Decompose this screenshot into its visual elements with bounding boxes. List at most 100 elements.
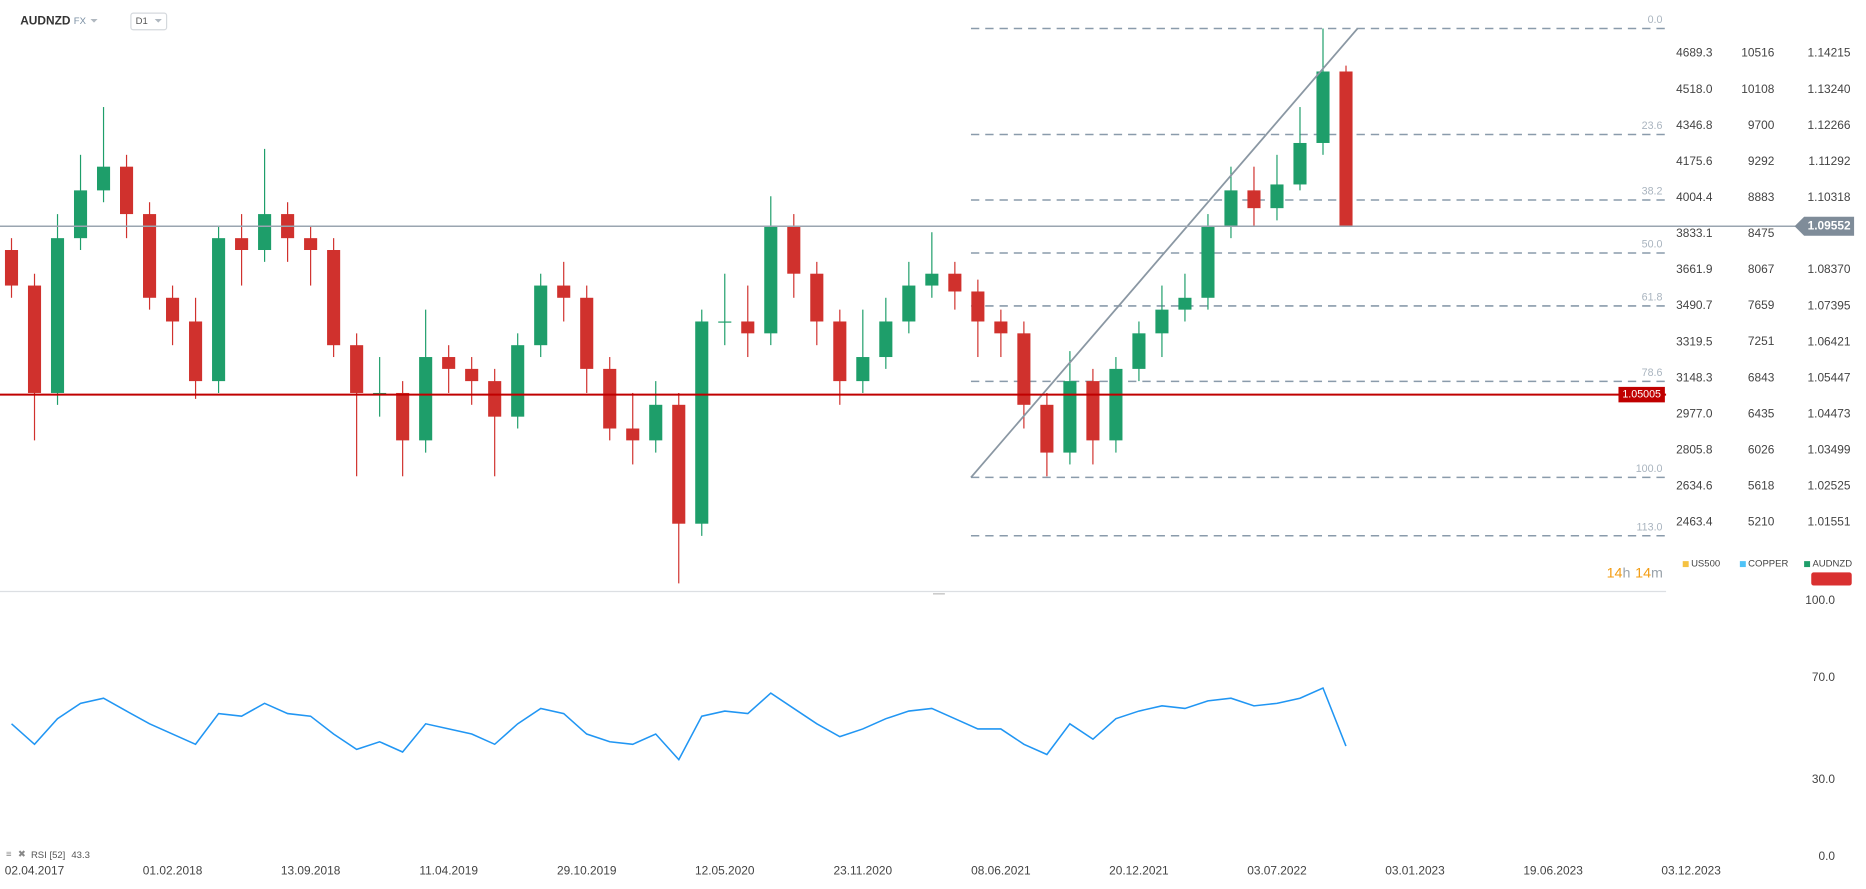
y-tick-label: 1.04473 bbox=[1808, 406, 1851, 420]
candle-body bbox=[1293, 142, 1307, 185]
candle-body bbox=[1339, 71, 1353, 227]
candle-body bbox=[787, 226, 801, 274]
y-tick-label: 1.10318 bbox=[1808, 190, 1851, 204]
y-tick-label: 8067 bbox=[1748, 262, 1775, 276]
candle-body bbox=[1063, 381, 1077, 453]
market[interactable]: FX bbox=[74, 16, 87, 27]
x-tick-label: 19.06.2023 bbox=[1523, 863, 1583, 877]
y-tick-label: 3833.1 bbox=[1676, 226, 1713, 240]
legend-label: US500 bbox=[1691, 559, 1720, 570]
x-tick-label: 20.12.2021 bbox=[1109, 863, 1169, 877]
legend-swatch bbox=[1682, 561, 1689, 568]
legend-swatch bbox=[1804, 561, 1811, 568]
x-tick-label: 13.09.2018 bbox=[281, 863, 341, 877]
y-tick-label: 7251 bbox=[1748, 334, 1775, 348]
y-tick-label: 2634.6 bbox=[1676, 479, 1713, 493]
interval-box[interactable] bbox=[130, 12, 168, 31]
y-tick-label: 5210 bbox=[1748, 515, 1775, 529]
candle-body bbox=[212, 238, 226, 382]
candle-body bbox=[948, 273, 962, 292]
candle-body bbox=[4, 250, 19, 286]
candle-body bbox=[327, 250, 341, 346]
y-tick-label: 4518.0 bbox=[1676, 82, 1713, 96]
candle-body bbox=[166, 297, 180, 322]
current-price-label: 1.09552 bbox=[1808, 218, 1851, 232]
level-label-box bbox=[1618, 386, 1665, 403]
remove-button[interactable] bbox=[1811, 572, 1852, 586]
candle-body bbox=[534, 285, 548, 346]
y-tick-label: 1.13240 bbox=[1808, 82, 1851, 96]
candle-body bbox=[856, 357, 870, 382]
y-tick-label: 1.06421 bbox=[1808, 334, 1851, 348]
candle-body bbox=[718, 321, 732, 323]
y-tick-label: 8475 bbox=[1748, 226, 1775, 240]
y-tick-label: 1.02525 bbox=[1808, 479, 1851, 493]
candle-body bbox=[741, 321, 755, 334]
candle-body bbox=[350, 345, 364, 393]
candle-body bbox=[1247, 190, 1261, 209]
symbol[interactable]: AUDNZD bbox=[20, 14, 71, 28]
candle-body bbox=[1224, 190, 1238, 227]
candle-body bbox=[419, 357, 433, 441]
candle-body bbox=[1178, 297, 1192, 310]
fib-level-label: 50.0 bbox=[1642, 238, 1663, 250]
trend-line bbox=[970, 27, 1359, 478]
legend-swatch bbox=[1739, 561, 1746, 568]
candle-body bbox=[511, 345, 525, 417]
menu-icon[interactable]: ≡ bbox=[6, 849, 12, 860]
x-tick-label: 29.10.2019 bbox=[557, 863, 617, 877]
timer: 14h 14m bbox=[1607, 565, 1663, 581]
x-tick-label: 03.07.2022 bbox=[1247, 863, 1307, 877]
candle-body bbox=[764, 226, 778, 334]
candle-body bbox=[1040, 404, 1054, 453]
timer-hour-unit: h bbox=[1622, 565, 1630, 581]
y-tick-label: 3319.5 bbox=[1676, 334, 1713, 348]
x-tick-label: 08.06.2021 bbox=[971, 863, 1031, 877]
candle-body bbox=[925, 273, 939, 286]
fib-level-label: 23.6 bbox=[1642, 120, 1663, 132]
y-tick-label: 1.05447 bbox=[1808, 370, 1851, 384]
candle-body bbox=[672, 404, 686, 524]
timer-minutes: 14 bbox=[1635, 565, 1651, 581]
y-tick-label: 6026 bbox=[1748, 442, 1775, 456]
fib-level-label: 0.0 bbox=[1648, 14, 1663, 26]
level-label: 1.05005 bbox=[1622, 388, 1661, 400]
candle-body bbox=[189, 321, 203, 382]
candle-body bbox=[649, 404, 663, 441]
y-tick-label: 1.14215 bbox=[1808, 46, 1851, 60]
close-icon[interactable]: ✖ bbox=[18, 849, 26, 860]
fib-level-label: 78.6 bbox=[1642, 367, 1663, 379]
rsi-last-value: 43.3 bbox=[71, 850, 90, 861]
candle-body bbox=[27, 285, 42, 393]
y-tick-label: 4175.6 bbox=[1676, 154, 1713, 168]
fib-level-label: 113.0 bbox=[1637, 521, 1663, 533]
y-tick-label: 10516 bbox=[1741, 46, 1774, 60]
y-tick-label: 4004.4 bbox=[1676, 190, 1713, 204]
candle-body bbox=[1109, 368, 1123, 441]
candle-body bbox=[994, 321, 1008, 334]
x-tick-label: 12.05.2020 bbox=[695, 863, 755, 877]
candle-body bbox=[695, 321, 709, 524]
rsi-line bbox=[11, 686, 1347, 761]
candle-body bbox=[1086, 381, 1100, 441]
x-tick-label: 01.02.2018 bbox=[143, 863, 203, 877]
interval[interactable]: D1 bbox=[136, 16, 148, 27]
dropdown-arrow[interactable] bbox=[90, 19, 98, 23]
y-tick-label: 0.0 bbox=[1819, 849, 1836, 863]
x-tick-label: 03.01.2023 bbox=[1385, 863, 1445, 877]
candle-body bbox=[396, 392, 410, 441]
candle-body bbox=[810, 273, 824, 322]
y-tick-label: 1.03499 bbox=[1808, 443, 1851, 457]
candle-body bbox=[1316, 71, 1330, 143]
candle-body bbox=[235, 238, 249, 251]
dropdown-arrow[interactable] bbox=[154, 19, 162, 23]
y-tick-label: 3490.7 bbox=[1676, 298, 1713, 312]
y-tick-label: 6843 bbox=[1748, 370, 1775, 384]
candle-body bbox=[971, 291, 985, 322]
candle-body bbox=[488, 381, 502, 417]
candle-body bbox=[902, 285, 916, 322]
y-tick-label: 3148.3 bbox=[1676, 370, 1713, 384]
candle-body bbox=[1201, 226, 1215, 298]
candle-body bbox=[557, 285, 571, 298]
